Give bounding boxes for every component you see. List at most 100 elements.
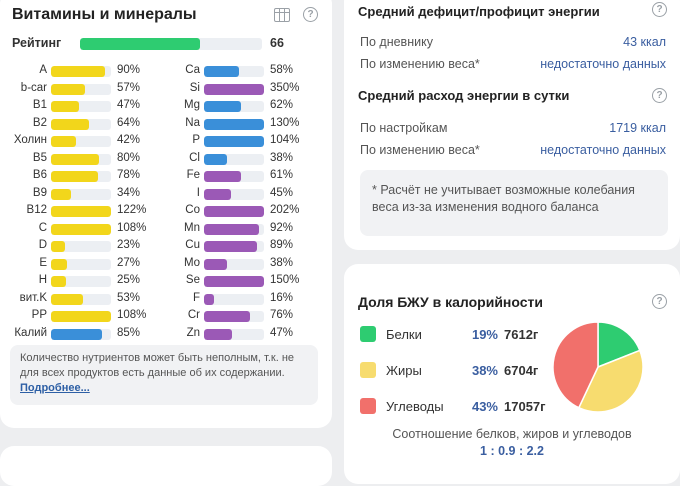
nutrient-bar [204,136,264,147]
nutrient-row: Cl 38% [0,152,332,166]
expense-help-icon[interactable]: ? [652,88,667,103]
nutrient-name: Cu [185,239,200,251]
macro-grams: 7612г [504,327,539,342]
settings-value: 1719 ккал [609,121,666,135]
diary-value: 43 ккал [623,35,666,49]
macro-color-swatch [360,326,376,342]
nutrient-name: B2 [32,116,47,129]
nutrient-bar-fill [204,153,227,165]
deficit-help-icon[interactable]: ? [652,2,667,17]
nutrient-name: Калий [14,326,47,339]
nutrient-percent: 150% [270,274,300,286]
nutrient-row: B2 64% [0,117,332,131]
ratio-label: Соотношение белков, жиров и углеводов [392,427,632,441]
nutrient-name: B12 [26,204,47,216]
nutrient-name: Co [185,204,200,216]
nutrient-bar-fill [51,118,90,130]
nutrient-bar [51,153,111,165]
nutrient-bar [204,206,264,217]
nutrient-name: PP [31,309,47,321]
nutrient-name: Zn [186,326,200,339]
nutrient-percent: 47% [117,99,141,111]
macros-help-icon[interactable]: ? [652,294,667,309]
weight2-value: недостаточно данных [540,143,666,157]
nutrient-bar-fill [51,153,99,165]
nutrient-name: H [38,274,47,286]
nutrient-bar [204,241,264,252]
nutrient-bar [204,153,264,165]
nutrient-name: E [39,256,47,269]
nutrient-name: Ca [185,64,200,76]
nutrient-name: Mn [184,221,200,234]
nutrient-percent: 23% [117,239,141,251]
nutrient-percent: 64% [117,116,141,129]
energy-footnote: * Расчёт не учитывает возможные колебани… [360,170,668,236]
nutrient-name: Se [185,274,200,286]
expense-title: Средний расход энергии в сутки [358,88,570,103]
macro-color-swatch [360,362,376,378]
nutrient-bar-fill [51,276,66,287]
nutrient-percent: 85% [117,326,141,339]
nutrient-bar [204,118,264,130]
nutrient-bar-fill [204,66,239,77]
nutrient-name: A [39,64,47,76]
nutrient-percent: 27% [117,256,141,269]
nutrient-row: Ca 58% [0,64,332,78]
diary-label: По дневнику [360,35,433,49]
macro-name: Жиры [386,363,422,378]
nutrient-row: Калий 85% [0,327,332,341]
nutrient-row: B9 34% [0,187,332,201]
nutrient-bar [51,311,111,322]
weight-label: По изменению веса* [360,57,480,71]
nutrient-percent: 42% [117,134,141,146]
nutrient-row: Fe 61% [0,169,332,183]
nutrient-percent: 45% [270,186,294,199]
help-icon[interactable]: ? [303,7,318,22]
table-icon[interactable] [274,8,290,22]
nutrient-row: Mg 62% [0,99,332,113]
nutrient-percent: 47% [270,326,294,339]
nutrient-bar-fill [51,136,77,147]
nutrient-bar-fill [51,328,102,340]
rating-value: 66 [270,36,284,50]
macro-name: Белки [386,327,422,342]
nutrient-row: B1 47% [0,99,332,113]
nutrient-percent: 108% [117,221,147,234]
nutrient-bar-fill [51,258,68,270]
nutrient-name: B5 [32,151,47,164]
nutrient-bar-fill [204,136,264,147]
nutrient-bar [51,136,111,147]
nutrient-name: B6 [32,169,47,181]
nutrient-bar [51,83,111,95]
deficit-title: Средний дефицит/профицит энергии [358,4,600,19]
nutrient-bar [51,223,111,235]
nutrient-row: Cr 76% [0,309,332,323]
nutrient-name: I [196,186,200,199]
nutrient-name: Fe [186,169,200,181]
nutrient-name: D [38,239,47,251]
nutrient-bar [51,276,111,287]
nutrient-name: b-car [20,81,47,94]
nutrient-note: Количество нутриентов может быть неполны… [10,345,318,405]
nutrient-row: b-car 57% [0,82,332,96]
nutrient-bar-fill [51,241,65,252]
nutrient-bar [204,101,264,112]
more-link[interactable]: Подробнее... [20,382,90,394]
nutrient-percent: 90% [117,64,141,76]
nutrient-bar-fill [51,188,72,200]
weight-value: недостаточно данных [540,57,666,71]
macro-percent: 19% [471,327,498,342]
nutrient-bar-fill [204,118,264,130]
nutrient-name: F [192,291,200,304]
nutrient-row: Se 150% [0,274,332,288]
nutrient-name: Mg [184,99,200,111]
rating-bar-fill [80,38,201,50]
nutrient-name: Cr [187,309,200,321]
nutrient-bar-fill [204,241,258,252]
vitamins-card: Витамины и минералы ? Рейтинг 66 A 90% b-c… [0,0,332,428]
nutrient-bar-fill [204,328,233,340]
nutrient-note-text: Количество нутриентов может быть неполны… [20,352,295,379]
nutrient-row: Mo 38% [0,257,332,271]
nutrient-bar [51,241,111,252]
nutrient-row: Si 350% [0,82,332,96]
